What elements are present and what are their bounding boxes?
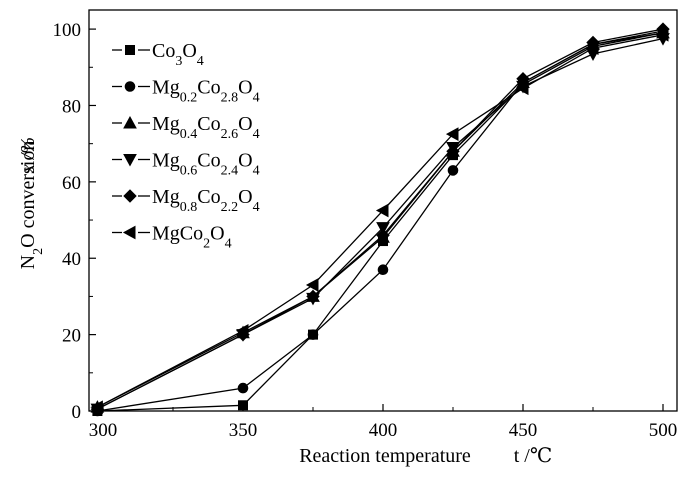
data-point [655,27,669,42]
data-point [375,203,389,218]
legend-item: Mg0.8Co2.2O4 [112,186,260,215]
legend-marker [123,154,137,167]
legend-marker [124,81,136,92]
y-tick-label: 100 [53,20,82,41]
x-tick-label: 400 [369,420,398,441]
x-tick-label: 450 [509,420,538,441]
legend-item: Mg0.4Co2.6O4 [112,113,260,142]
y-tick-label: 80 [62,96,81,117]
series-lines [90,22,670,417]
legend-marker [123,189,137,203]
data-point [445,127,459,141]
data-point [376,228,390,243]
legend-label: Mg0.8Co2.2O4 [152,186,260,215]
legend-label: Co3O4 [152,40,204,69]
y-tick-label: 60 [62,173,81,194]
y-axis-label: N2O conversion [17,141,46,270]
data-point [90,400,103,415]
x-tick-label: 350 [229,420,258,441]
legend-label: Mg0.4Co2.6O4 [152,113,260,142]
data-point [238,400,248,411]
legend-label: Mg0.2Co2.8O4 [152,77,260,106]
data-point [377,264,389,275]
data-point [306,289,320,304]
legend-marker [125,45,135,55]
series-line [97,34,664,408]
data-point [237,382,249,394]
series-MgCo2O4 [90,27,669,415]
x-axis-label: Reaction temperature [299,445,471,467]
axis-ticks: 300 350 400 450 500 0 20 40 60 80 100 [53,20,678,441]
y-tick-label: 20 [62,326,81,347]
data-point [235,323,249,338]
x-axis-unit: t /℃ [514,445,553,467]
series-line [97,28,664,410]
data-point [305,278,319,292]
series-line [97,32,664,412]
y-tick-label: 0 [72,402,82,423]
legend-label: Mg0.6Co2.4O4 [152,150,260,179]
legend-marker [123,115,137,129]
data-point [515,81,529,96]
legend-label: MgCo2O4 [152,223,232,252]
y-tick-label: 40 [62,249,81,270]
data-point [446,144,460,159]
data-point [376,222,390,235]
data-point [447,165,459,176]
data-point [585,41,599,56]
legend-item: Mg0.2Co2.8O4 [112,77,260,106]
legend-item: MgCo2O4 [112,223,232,252]
x-tick-label: 500 [649,420,678,441]
series-Mg0.8Co2.2O4 [90,22,670,416]
data-point [307,329,319,340]
legend-marker [122,225,136,240]
y-axis-unit: x /% [17,137,39,174]
legend-item: Mg0.6Co2.4O4 [112,150,260,179]
legend-item: Co3O4 [112,40,204,69]
series-line [97,30,664,412]
legend: Co3O4 Mg0.2Co2.8O4 Mg0.4Co2.6O4 Mg0.6Co2.4O… [112,40,260,251]
x-tick-label: 300 [89,420,118,441]
